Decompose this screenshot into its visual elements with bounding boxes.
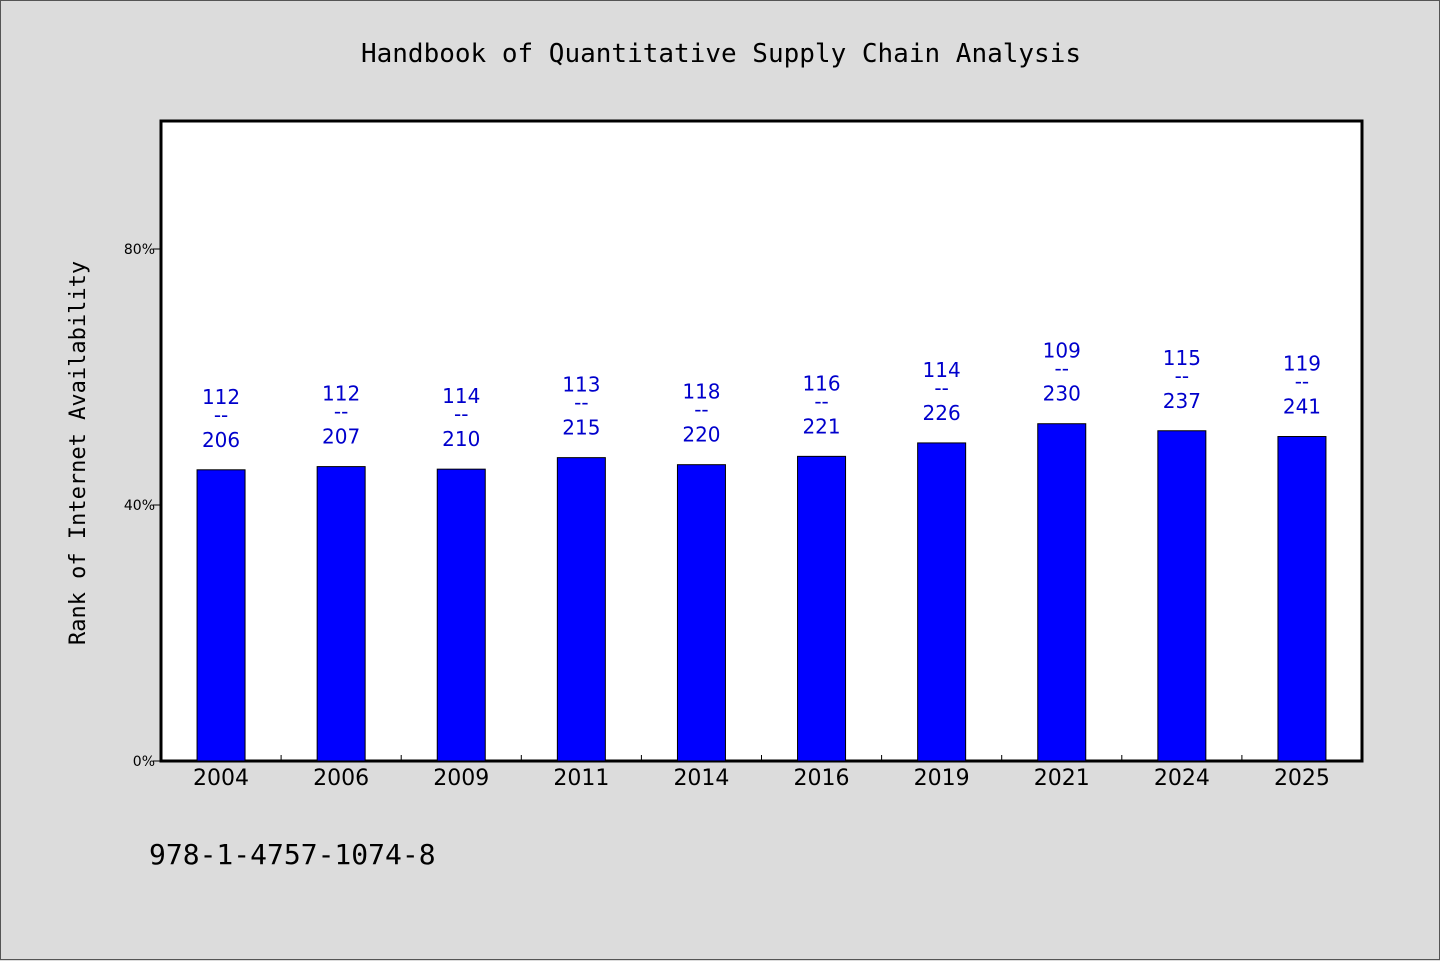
bar-label-separator: -- xyxy=(814,389,828,413)
x-tick-label: 2006 xyxy=(313,766,369,791)
bar-2021 xyxy=(1037,423,1087,762)
bar-label-bottom: 230 xyxy=(1043,382,1081,406)
bar-2024 xyxy=(1157,430,1207,762)
bar-label-top: 119 xyxy=(1283,352,1321,376)
bar-label-top: 118 xyxy=(682,380,720,404)
bar-2019 xyxy=(917,442,967,762)
y-tick-label: 0% xyxy=(133,754,155,770)
isbn-footnote: 978-1-4757-1074-8 xyxy=(149,838,436,871)
bar-label-separator: -- xyxy=(1175,364,1189,388)
x-tick-label: 2004 xyxy=(193,766,249,791)
bar-label-bottom: 215 xyxy=(562,416,600,440)
bar-label-separator: -- xyxy=(214,403,228,427)
bar-label-bottom: 206 xyxy=(202,428,240,452)
bar-2006 xyxy=(316,466,366,762)
bar-labels: 112--206112--207114--210113--215118--220… xyxy=(202,339,1321,452)
bar-2014 xyxy=(676,464,726,762)
bar-label-top: 115 xyxy=(1163,346,1201,370)
y-tick-label: 80% xyxy=(124,242,155,258)
bar-2016 xyxy=(797,455,847,762)
x-tick-label: 2025 xyxy=(1274,766,1330,791)
chart-title: Handbook of Quantitative Supply Chain An… xyxy=(361,39,1081,69)
bar-2025 xyxy=(1277,436,1327,762)
bar-label-bottom: 210 xyxy=(442,427,480,451)
bar-label-bottom: 221 xyxy=(802,414,840,438)
bar-label-bottom: 241 xyxy=(1283,395,1321,419)
bar-2011 xyxy=(556,457,606,762)
bar-label-top: 114 xyxy=(923,358,961,382)
bar-label-separator: -- xyxy=(574,391,588,415)
x-tick-label: 2021 xyxy=(1034,766,1090,791)
bar-label-top: 113 xyxy=(562,373,600,397)
bars xyxy=(196,423,1327,762)
bar-2004 xyxy=(196,469,246,762)
bar-label-top: 112 xyxy=(322,382,360,406)
bar-label-top: 112 xyxy=(202,385,240,409)
y-tick-label: 40% xyxy=(124,498,155,514)
bar-label-separator: -- xyxy=(334,400,348,424)
x-tick-label: 2019 xyxy=(914,766,970,791)
x-axis-ticks: 2004 2006 2009 2011 2014 2016 2019 2021 2024 2025 xyxy=(160,755,1363,791)
bar-label-bottom: 226 xyxy=(923,401,961,425)
bar-label-separator: -- xyxy=(694,398,708,422)
bar-label-separator: -- xyxy=(934,376,948,400)
bar-label-bottom: 220 xyxy=(682,423,720,447)
y-axis-label: Rank of Internet Availability xyxy=(66,261,91,645)
y-axis-ticks: 0% 40% 80% xyxy=(124,242,161,770)
x-tick-label: 2016 xyxy=(794,766,850,791)
bar-2009 xyxy=(436,468,486,762)
bar-label-separator: -- xyxy=(1055,357,1069,381)
x-tick-label: 2014 xyxy=(673,766,729,791)
bar-label-separator: -- xyxy=(454,402,468,426)
bar-label-separator: -- xyxy=(1295,370,1309,394)
x-tick-label: 2024 xyxy=(1154,766,1210,791)
bar-label-bottom: 237 xyxy=(1163,389,1201,413)
bar-label-top: 116 xyxy=(802,371,840,395)
bar-label-top: 109 xyxy=(1043,339,1081,363)
x-tick-label: 2011 xyxy=(553,766,609,791)
bar-label-top: 114 xyxy=(442,384,480,408)
bar-label-bottom: 207 xyxy=(322,425,360,449)
x-tick-label: 2009 xyxy=(433,766,489,791)
